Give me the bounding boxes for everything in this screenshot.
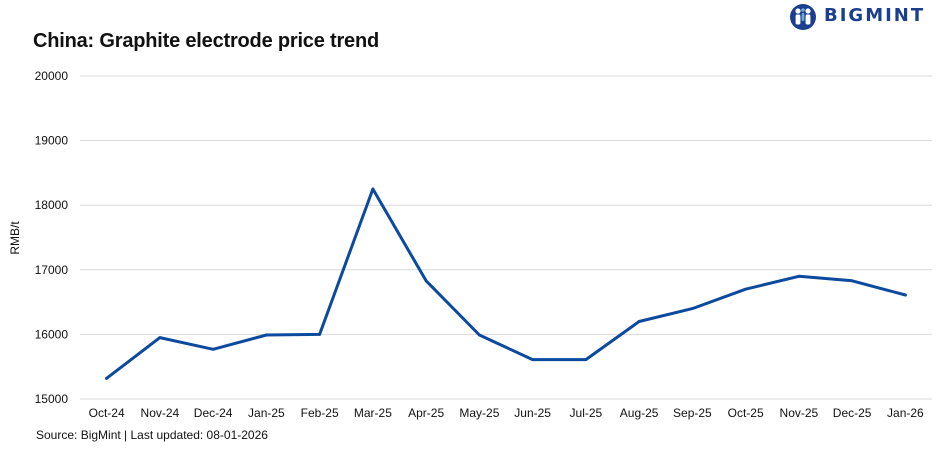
y-tick-label: 17000 (35, 263, 69, 277)
data-point (158, 336, 162, 340)
data-point (797, 274, 801, 278)
data-point (690, 307, 694, 310)
y-tick-label: 19000 (35, 134, 69, 148)
chart-title: China: Graphite electrode price trend (33, 30, 380, 52)
bigmint-logo (790, 4, 816, 30)
x-tick-label: Jul-25 (570, 406, 603, 420)
x-tick-label: Feb-25 (301, 406, 339, 420)
data-point (531, 358, 535, 361)
data-point (105, 376, 109, 380)
x-tick-label: Jan-26 (887, 406, 924, 420)
bigmint-people-globe-logo-icon (790, 4, 816, 30)
data-point (318, 333, 322, 336)
x-tick-label: Oct-24 (89, 406, 125, 420)
data-point (477, 333, 481, 337)
x-tick-label: Jun-25 (514, 406, 551, 420)
x-tick-label: Dec-24 (194, 406, 233, 420)
series-line (105, 187, 907, 380)
x-tick-label: Oct-25 (728, 406, 764, 420)
data-point (637, 320, 641, 323)
data-point (424, 279, 428, 283)
y-axis-label: RMB/t (8, 221, 22, 255)
x-tick-label: Sep-25 (673, 406, 712, 420)
x-tick-label: Nov-24 (141, 406, 180, 420)
data-point (584, 358, 588, 361)
y-tick-label: 15000 (35, 392, 69, 406)
x-tick-label: Mar-25 (354, 406, 392, 420)
data-point (744, 287, 748, 291)
x-tick-label: Aug-25 (620, 406, 659, 420)
data-point (211, 347, 215, 351)
y-axis-ticks: 15000 16000 17000 18000 19000 20000 (35, 69, 69, 406)
gridlines (80, 75, 932, 400)
source-note: Source: BigMint | Last updated: 08-01-20… (36, 428, 268, 442)
x-tick-label: Nov-25 (780, 406, 819, 420)
data-point (850, 279, 854, 283)
series-lines (105, 187, 907, 380)
data-point (371, 187, 375, 191)
data-point (903, 293, 907, 297)
x-tick-label: May-25 (459, 406, 499, 420)
x-tick-label: Jan-25 (248, 406, 285, 420)
y-tick-label: 18000 (35, 198, 69, 212)
x-tick-label: Dec-25 (833, 406, 872, 420)
brand-name: BIGMINT (824, 5, 926, 26)
y-tick-label: 20000 (35, 69, 69, 83)
y-tick-label: 16000 (35, 327, 69, 341)
data-point (264, 333, 268, 337)
x-tick-label: Apr-25 (408, 406, 444, 420)
x-axis-ticks: Oct-24 Nov-24 Dec-24 Jan-25 Feb-25 Mar-25 Apr-… (89, 406, 924, 420)
